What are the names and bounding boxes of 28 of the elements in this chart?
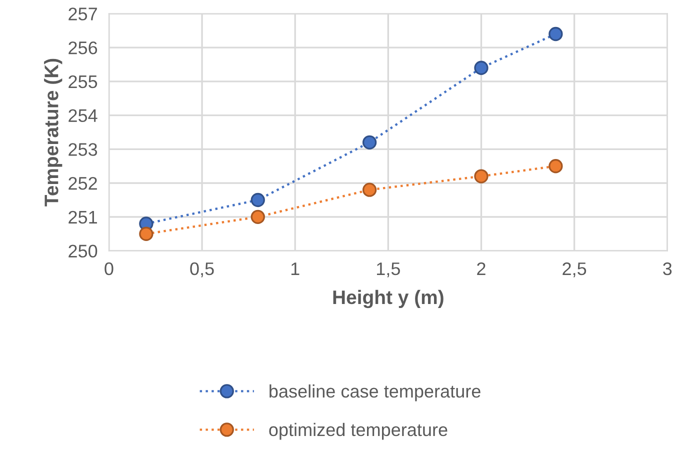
y-tick-label: 254 — [68, 109, 98, 122]
point — [250, 210, 265, 224]
y-axis-title: Temperature (K) — [44, 58, 62, 206]
x-tick-label: 1 — [291, 262, 300, 275]
y-tick-label: 255 — [68, 75, 98, 88]
y-tick-label: 256 — [68, 41, 98, 54]
x-tick-label: 1,5 — [377, 262, 400, 278]
y-tick-label: 250 — [68, 244, 98, 258]
point — [548, 159, 563, 174]
point — [474, 169, 488, 184]
legend-label: baseline case temperature — [270, 384, 480, 402]
point — [362, 182, 377, 197]
x-tick-label: 3 — [663, 262, 672, 276]
y-tick-label: 252 — [68, 176, 97, 190]
point — [548, 26, 563, 42]
point — [250, 192, 265, 208]
point — [362, 135, 377, 150]
point — [474, 60, 488, 75]
point — [139, 226, 154, 241]
y-tick-label: 257 — [68, 8, 97, 20]
legend-label: optimized temperature — [269, 422, 448, 440]
x-tick-label: 2,5 — [562, 262, 586, 278]
x-tick-label: 0 — [104, 262, 114, 276]
y-tick-label: 253 — [68, 143, 98, 156]
x-tick-label: 2 — [477, 262, 486, 275]
x-axis-title: Height y (m) — [333, 290, 444, 308]
x-tick-label: 0,5 — [190, 262, 214, 278]
y-tick-label: 251 — [68, 210, 97, 224]
